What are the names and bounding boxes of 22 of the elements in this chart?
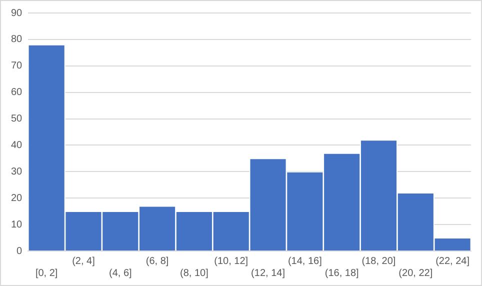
y-tick-label: 20 bbox=[11, 192, 23, 204]
x-tick-label: (22, 24] bbox=[436, 256, 470, 267]
x-tick-label: (4, 6] bbox=[108, 268, 132, 279]
x-tick-label: (8, 10] bbox=[180, 268, 209, 279]
x-tick-label: (6, 8] bbox=[146, 256, 169, 267]
x-tick-label: (18, 20] bbox=[362, 256, 396, 267]
y-tick-label: 50 bbox=[11, 114, 23, 125]
y-tick-label: 0 bbox=[16, 246, 23, 257]
y-tick-label: 80 bbox=[11, 34, 23, 46]
x-tick-label: (20, 22] bbox=[398, 268, 433, 279]
x-tick-label: (2, 4] bbox=[72, 256, 96, 267]
y-tick-label: 10 bbox=[11, 219, 23, 230]
x-tick-label: (12, 14] bbox=[251, 268, 286, 279]
y-tick-label: 90 bbox=[11, 8, 23, 19]
y-tick-label: 60 bbox=[11, 87, 23, 98]
y-tick-label: 70 bbox=[11, 60, 23, 72]
x-tick-label: (14, 16] bbox=[288, 256, 322, 267]
x-tick-label: (16, 18] bbox=[324, 268, 359, 279]
y-tick-label: 40 bbox=[11, 140, 23, 151]
x-tick-label: (10, 12] bbox=[214, 256, 248, 267]
x-tick-label: [0, 2] bbox=[35, 268, 58, 279]
y-tick-label: 30 bbox=[11, 166, 23, 178]
